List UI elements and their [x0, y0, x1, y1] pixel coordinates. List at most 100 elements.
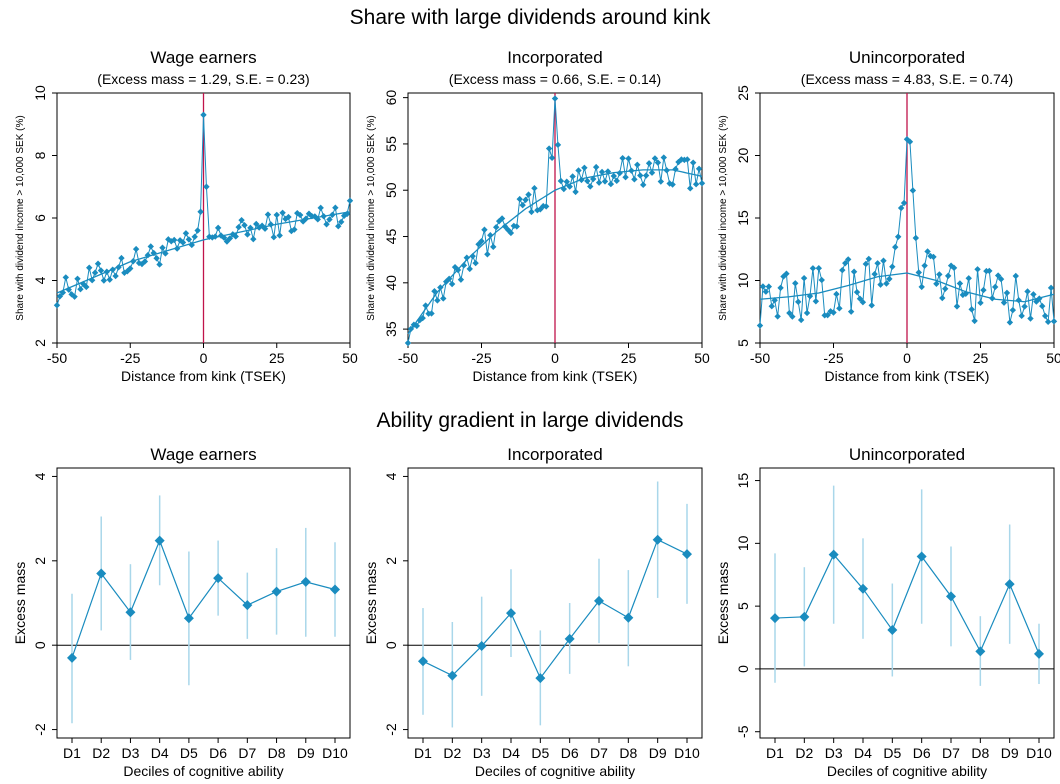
y-tick-label: 4	[32, 276, 48, 284]
data-point	[437, 284, 444, 291]
data-point	[874, 260, 881, 267]
data-point	[654, 159, 662, 166]
data-point	[1033, 298, 1040, 305]
panel-title: Incorporated	[507, 445, 602, 464]
estimate-line	[774, 553, 1040, 655]
data-point	[942, 285, 949, 292]
data-point	[836, 305, 843, 312]
data-point	[457, 276, 465, 283]
y-tick-label: 45	[383, 229, 399, 245]
data-point	[531, 185, 538, 192]
data-point	[335, 223, 342, 230]
data-point	[645, 160, 653, 167]
data-point	[74, 275, 81, 282]
data-point	[827, 308, 834, 315]
x-tick-label: 25	[973, 350, 989, 366]
data-point	[270, 234, 278, 241]
data-point	[622, 174, 629, 181]
x-tick-label: D8	[619, 745, 637, 761]
data-point	[528, 208, 535, 216]
data-point	[182, 230, 190, 237]
data-point	[698, 180, 706, 187]
data-point	[273, 211, 280, 219]
estimate-point	[887, 625, 898, 635]
x-tick-label: 25	[621, 350, 637, 366]
data-point	[675, 158, 682, 166]
data-point	[789, 313, 796, 320]
y-tick-label: 0	[383, 641, 399, 649]
x-tick-label: -25	[120, 350, 140, 366]
y-tick-label: 10	[735, 273, 751, 289]
data-point	[171, 236, 178, 244]
data-point	[1000, 299, 1008, 306]
data-point	[968, 306, 975, 313]
data-point	[759, 283, 767, 290]
data-point	[1030, 291, 1037, 298]
y-tick-label: 55	[383, 136, 399, 152]
data-point	[824, 311, 831, 319]
data-point	[557, 177, 565, 185]
x-tick-label: D5	[531, 745, 549, 761]
data-point	[640, 181, 647, 189]
data-point	[783, 270, 790, 277]
data-point	[950, 264, 958, 272]
data-point	[631, 176, 638, 183]
data-point	[936, 271, 943, 278]
data-point	[94, 260, 102, 267]
data-point	[513, 223, 520, 230]
data-point	[285, 213, 292, 221]
data-point	[604, 168, 612, 175]
data-point	[516, 195, 523, 203]
data-point	[466, 265, 473, 273]
data-point	[153, 255, 160, 262]
data-point	[930, 253, 937, 261]
data-point	[833, 290, 840, 298]
data-point	[484, 251, 491, 258]
data-point	[147, 243, 154, 250]
data-point	[493, 224, 500, 231]
data-point	[302, 215, 310, 222]
data-point	[619, 154, 626, 162]
y-tick-label: 15	[735, 210, 751, 226]
x-tick-label: D3	[121, 745, 139, 761]
estimate-point	[271, 586, 282, 597]
data-point	[560, 185, 568, 193]
data-point	[944, 272, 952, 280]
data-point	[762, 288, 770, 295]
data-point	[490, 243, 497, 251]
data-point	[797, 316, 805, 324]
data-point	[1041, 312, 1049, 320]
estimate-point	[652, 534, 663, 545]
data-point	[519, 201, 526, 209]
x-tick-label: D10	[322, 745, 348, 761]
data-point	[786, 309, 793, 317]
x-axis-label: Deciles of cognitive ability	[827, 763, 987, 779]
x-tick-label: 50	[694, 350, 710, 366]
data-point	[434, 297, 441, 304]
y-tick-label: 4	[32, 472, 48, 480]
data-point	[1009, 306, 1017, 314]
panel-subtitle: (Excess mass = 4.83, S.E. = 0.74)	[801, 71, 1013, 87]
estimate-point	[1034, 648, 1044, 659]
data-point	[481, 226, 488, 233]
estimate-point	[799, 611, 810, 622]
data-point	[572, 188, 579, 196]
estimate-point	[125, 607, 136, 618]
data-point	[537, 206, 544, 213]
data-point	[226, 235, 234, 242]
x-tick-label: D6	[561, 745, 579, 761]
y-tick-label: 0	[735, 665, 751, 673]
x-tick-label: D7	[590, 745, 608, 761]
data-point	[918, 283, 925, 291]
estimate-point	[916, 551, 927, 562]
data-point	[419, 314, 426, 322]
data-point	[53, 302, 61, 309]
y-axis-label: Excess mass	[715, 562, 731, 644]
data-point	[317, 204, 324, 212]
data-point	[71, 293, 78, 300]
data-point	[507, 229, 515, 237]
x-axis-label: Distance from kink (TSEK)	[121, 368, 286, 384]
data-point	[634, 161, 641, 169]
x-tick-label: 0	[551, 350, 559, 366]
y-tick-label: -2	[32, 723, 48, 736]
